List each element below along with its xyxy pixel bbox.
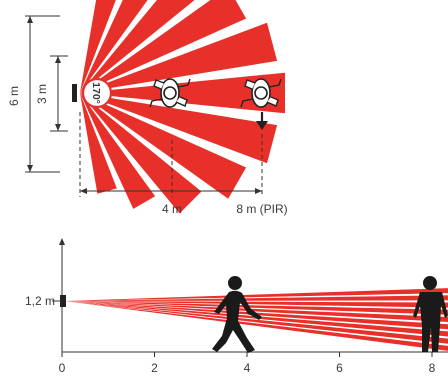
x-tick-label: 6 bbox=[336, 361, 343, 375]
top-beam-wedge bbox=[80, 0, 116, 93]
height-half-label: 3 m bbox=[35, 84, 49, 104]
side-beam-stripe bbox=[65, 301, 448, 308]
side-beam-stripe bbox=[65, 288, 448, 301]
dist-near-label: 4 m bbox=[162, 202, 182, 216]
side-beam-stripe bbox=[65, 301, 448, 337]
person-standing-icon bbox=[413, 276, 448, 352]
top-beam-wedge bbox=[80, 93, 278, 164]
side-beam-stripe bbox=[65, 301, 448, 344]
top-beam-wedge bbox=[80, 93, 156, 209]
arrow-down-icon bbox=[256, 112, 268, 130]
x-tick-label: 8 bbox=[429, 361, 436, 375]
top-beam-wedge bbox=[80, 93, 247, 199]
side-sensor bbox=[60, 295, 66, 307]
top-beam-wedge bbox=[80, 93, 202, 214]
top-view-beam-fan bbox=[80, 0, 285, 214]
person-top-view-icon bbox=[240, 78, 282, 108]
side-beam-stripe bbox=[65, 301, 448, 322]
mount-height-label: 1,2 m bbox=[25, 294, 55, 308]
side-beam-stripe bbox=[65, 301, 448, 351]
top-beam-wedge bbox=[80, 0, 247, 93]
person-top-view-icon bbox=[149, 78, 191, 108]
top-beam-wedge bbox=[80, 0, 148, 93]
x-tick-label: 4 bbox=[244, 361, 251, 375]
dist-far-label: 8 m (PIR) bbox=[236, 202, 287, 216]
x-axis-ticks: 0 2 4 6 8 bbox=[59, 352, 436, 375]
side-beam-stripe bbox=[65, 295, 448, 301]
angle-label: 170° bbox=[90, 82, 102, 104]
top-beam-wedge bbox=[80, 22, 278, 93]
side-view-beam-fan bbox=[65, 288, 448, 351]
top-beam-wedge bbox=[80, 0, 195, 93]
top-beam-wedge bbox=[80, 93, 117, 194]
height-total-label: 6 m bbox=[7, 86, 21, 106]
side-beam-stripe bbox=[65, 301, 448, 315]
top-beam-wedge bbox=[80, 72, 285, 114]
x-tick-label: 0 bbox=[59, 361, 66, 375]
person-walking-icon bbox=[212, 276, 262, 353]
top-view: 170° 6 m 3 m 4 m 8 m (PIR) bbox=[7, 0, 288, 216]
x-tick-label: 2 bbox=[151, 361, 158, 375]
side-view: 1,2 m 0 2 4 6 8 bbox=[25, 238, 448, 375]
angle-ring bbox=[81, 77, 113, 109]
top-sensor bbox=[72, 84, 77, 102]
